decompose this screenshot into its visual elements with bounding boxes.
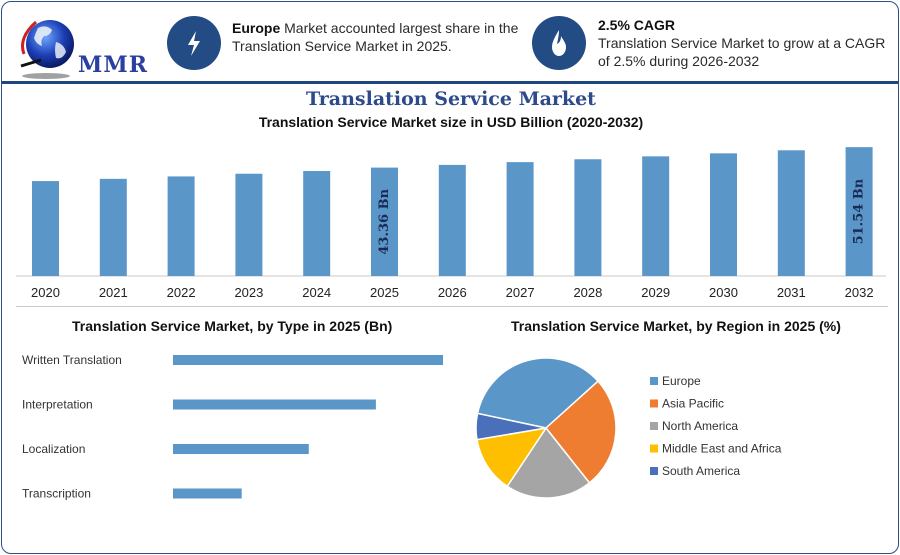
x-tick-label-2021: 2021 (99, 285, 128, 300)
logo-text: MMR (78, 52, 148, 78)
data-label-2025: 43.36 Bn (377, 188, 392, 254)
legend-swatch-0 (650, 377, 658, 385)
type-label-1: Interpretation (22, 398, 93, 412)
type-bar-chart: Written Translation Interpretation Localiz… (22, 353, 443, 501)
bar-2023 (235, 173, 263, 276)
legend-label-3: Middle East and Africa (662, 442, 782, 456)
legend-label-4: South America (662, 464, 740, 478)
type-chart-title: Translation Service Market, by Type in 2… (72, 318, 393, 334)
flame-icon (532, 16, 586, 70)
lightning-icon (167, 16, 221, 70)
legend-swatch-1 (650, 399, 658, 408)
type-label-2: Localization (22, 442, 85, 456)
x-tick-label-2022: 2022 (167, 285, 196, 300)
pie-slice-3 (476, 426, 548, 488)
bar-2029 (642, 156, 670, 276)
region-pie-chart: Europe Asia Pacific North America Middle Ea… (475, 357, 782, 499)
x-tick-label-2030: 2030 (709, 285, 738, 300)
info-europe-text: Market accounted largest share in the Tr… (232, 20, 519, 54)
info-europe-highlight: Europe (232, 20, 281, 36)
main-title: Translation Service Market (306, 88, 596, 110)
bar-2026 (438, 164, 466, 276)
info-cagr: 2.5% CAGR Translation Service Market to … (598, 16, 888, 70)
x-tick-label-2023: 2023 (234, 285, 263, 300)
pie-slice-2 (506, 426, 591, 499)
bar-2031 (777, 150, 805, 276)
region-chart-title: Translation Service Market, by Region in… (511, 318, 841, 334)
market-size-bar-chart: 2020 2021 2022 2023 2024 2025 2026 2027 2028 2029… (16, 147, 886, 300)
mmr-logo: MMR (16, 14, 148, 84)
x-tick-label-2027: 2027 (506, 285, 535, 300)
pie-slice-0 (476, 357, 600, 429)
type-bar-2 (173, 444, 309, 454)
x-tick-label-2025: 2025 (370, 285, 399, 300)
info-europe: Europe Market accounted largest share in… (232, 19, 524, 55)
bar-2025 (371, 167, 398, 276)
x-tick-label-2024: 2024 (302, 285, 331, 300)
legend-label-1: Asia Pacific (662, 397, 724, 411)
header-rule (2, 81, 898, 84)
x-tick-label-2032: 2032 (845, 285, 874, 300)
divider (16, 306, 888, 307)
info-cagr-highlight: 2.5% CAGR (598, 17, 676, 33)
bar-2024 (303, 171, 331, 276)
type-bar-0 (173, 355, 443, 365)
data-label-2032: 51.54 Bn (852, 178, 867, 244)
bar-2020 (32, 181, 59, 276)
main-chart-title: Translation Service Market size in USD B… (258, 114, 644, 130)
bar-2027 (506, 162, 534, 276)
x-tick-label-2020: 2020 (31, 285, 60, 300)
bar-2032 (845, 147, 873, 276)
x-tick-label-2029: 2029 (641, 285, 670, 300)
bar-2030 (710, 153, 737, 276)
legend-swatch-3 (650, 444, 658, 453)
x-tick-label-2031: 2031 (777, 285, 806, 300)
x-tick-label-2028: 2028 (573, 285, 602, 300)
type-bar-3 (173, 488, 242, 499)
legend-label-2: North America (662, 419, 738, 433)
bar-2028 (574, 159, 602, 276)
info-cagr-text: Translation Service Market to grow at a … (598, 35, 886, 69)
legend-swatch-4 (650, 467, 658, 475)
type-bar-1 (173, 399, 376, 410)
legend-swatch-2 (650, 422, 658, 430)
bar-2022 (167, 176, 195, 276)
type-label-3: Transcription (22, 487, 91, 501)
pie-slice-4 (475, 412, 547, 441)
globe-icon (20, 20, 74, 79)
bar-2021 (99, 178, 127, 276)
type-label-0: Written Translation (22, 353, 122, 367)
legend-label-0: Europe (662, 374, 701, 388)
x-tick-label-2026: 2026 (438, 285, 467, 300)
pie-slice-1 (544, 380, 617, 484)
